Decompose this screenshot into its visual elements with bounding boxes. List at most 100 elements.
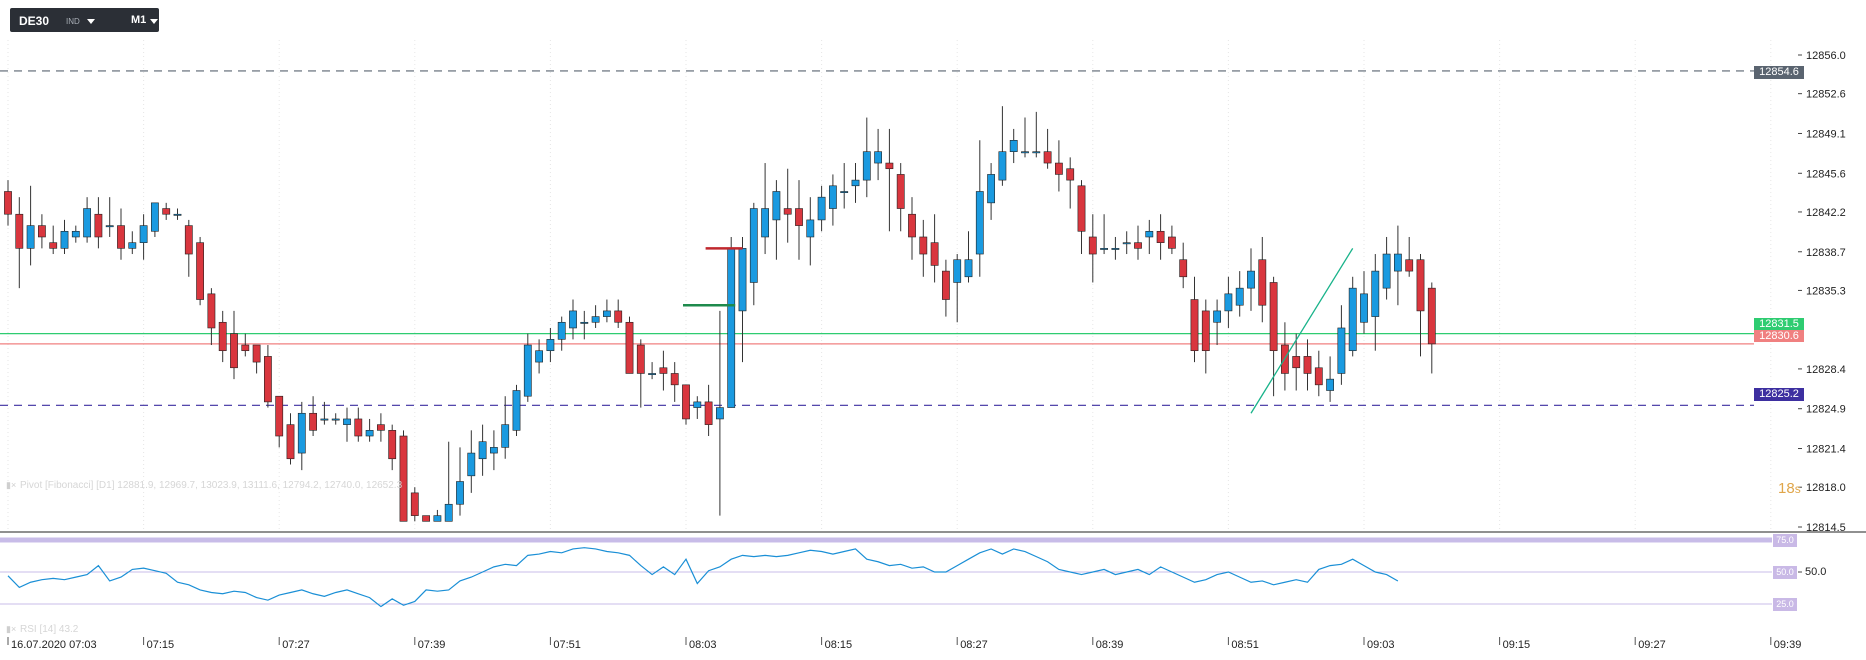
candle[interactable] xyxy=(987,163,995,220)
candle[interactable] xyxy=(309,396,317,437)
candle[interactable] xyxy=(569,299,577,340)
candle[interactable] xyxy=(320,401,329,425)
resistance-price-tag[interactable]: 12854.6 xyxy=(1754,66,1804,79)
candle[interactable] xyxy=(557,316,566,351)
candle[interactable] xyxy=(580,310,589,340)
candle[interactable] xyxy=(840,163,849,209)
candle[interactable] xyxy=(1032,111,1041,158)
candle[interactable] xyxy=(173,208,182,220)
candle[interactable] xyxy=(456,447,464,516)
candle[interactable] xyxy=(4,180,12,226)
candle[interactable] xyxy=(1043,128,1052,169)
candle[interactable] xyxy=(501,396,510,459)
candle[interactable] xyxy=(83,197,91,243)
candle[interactable] xyxy=(15,197,24,289)
candle[interactable] xyxy=(1156,214,1165,260)
candle[interactable] xyxy=(715,310,724,516)
candle[interactable] xyxy=(851,163,860,203)
candles[interactable] xyxy=(4,106,1436,522)
eye-icon[interactable]: ▮× xyxy=(6,624,17,634)
candle[interactable] xyxy=(1394,225,1402,306)
candle[interactable] xyxy=(433,509,442,522)
candle[interactable] xyxy=(591,305,600,328)
candle[interactable] xyxy=(71,225,80,243)
candle[interactable] xyxy=(1009,128,1018,164)
candle[interactable] xyxy=(230,310,238,380)
candle[interactable] xyxy=(467,430,476,493)
candle[interactable] xyxy=(670,362,679,402)
horizontal-levels[interactable] xyxy=(0,70,1754,406)
candle[interactable] xyxy=(1179,242,1188,289)
candle[interactable] xyxy=(196,236,204,306)
candle[interactable] xyxy=(478,424,487,476)
candle[interactable] xyxy=(896,163,905,232)
candle[interactable] xyxy=(1235,271,1244,317)
candle[interactable] xyxy=(1122,231,1131,255)
candle[interactable] xyxy=(94,197,103,249)
candle[interactable] xyxy=(602,299,611,323)
candle[interactable] xyxy=(1190,276,1199,363)
candle[interactable] xyxy=(727,236,736,408)
timeframe-select[interactable]: M1 xyxy=(131,14,147,26)
candle[interactable] xyxy=(252,344,261,374)
drawings[interactable] xyxy=(683,247,1354,414)
caret-down-icon[interactable] xyxy=(150,19,158,24)
candle[interactable] xyxy=(1326,356,1334,402)
eye-icon[interactable]: ▮× xyxy=(6,480,17,490)
candle[interactable] xyxy=(1258,236,1267,323)
candle[interactable] xyxy=(964,231,973,283)
candle[interactable] xyxy=(1427,282,1436,374)
candle[interactable] xyxy=(749,202,758,306)
candle[interactable] xyxy=(286,413,295,465)
candle[interactable] xyxy=(388,424,397,471)
rsi-legend[interactable]: ▮× RSI [14] 43.2 xyxy=(6,624,78,635)
candle[interactable] xyxy=(422,515,430,522)
candle[interactable] xyxy=(343,407,351,442)
candle[interactable] xyxy=(1111,236,1120,260)
candle[interactable] xyxy=(49,225,58,255)
candle[interactable] xyxy=(885,128,894,232)
candle[interactable] xyxy=(1021,117,1029,158)
candle[interactable] xyxy=(410,487,419,522)
candle[interactable] xyxy=(105,197,114,237)
candle[interactable] xyxy=(297,401,306,471)
candle[interactable] xyxy=(1145,219,1154,255)
candle[interactable] xyxy=(1055,140,1063,192)
candle[interactable] xyxy=(953,254,962,323)
candle[interactable] xyxy=(151,202,159,237)
candle[interactable] xyxy=(625,316,634,374)
candle[interactable] xyxy=(1224,276,1233,328)
candle[interactable] xyxy=(546,327,555,363)
caret-down-icon[interactable] xyxy=(87,19,95,24)
candle[interactable] xyxy=(636,339,645,408)
candle[interactable] xyxy=(682,384,690,425)
candle[interactable] xyxy=(139,214,148,260)
candle[interactable] xyxy=(1088,214,1097,283)
candle[interactable] xyxy=(941,259,950,317)
candle[interactable] xyxy=(704,384,713,437)
candle[interactable] xyxy=(207,288,216,346)
candle[interactable] xyxy=(795,180,803,260)
candle[interactable] xyxy=(975,140,984,277)
candle[interactable] xyxy=(772,180,781,260)
candle[interactable] xyxy=(828,174,837,226)
candle[interactable] xyxy=(930,214,939,283)
candle[interactable] xyxy=(117,208,125,260)
candle[interactable] xyxy=(512,384,521,437)
candle[interactable] xyxy=(184,219,193,277)
candle[interactable] xyxy=(783,168,792,243)
candle[interactable] xyxy=(998,106,1007,186)
candle[interactable] xyxy=(693,396,702,419)
candle[interactable] xyxy=(275,395,284,448)
candle[interactable] xyxy=(919,219,928,277)
candle[interactable] xyxy=(1247,248,1255,311)
candle[interactable] xyxy=(1281,322,1289,391)
candle[interactable] xyxy=(399,430,408,522)
candle[interactable] xyxy=(60,219,69,255)
candle[interactable] xyxy=(1405,236,1414,277)
candle[interactable] xyxy=(1134,225,1142,260)
candle[interactable] xyxy=(37,214,46,249)
candle[interactable] xyxy=(1337,305,1346,385)
candle[interactable] xyxy=(1168,225,1176,255)
